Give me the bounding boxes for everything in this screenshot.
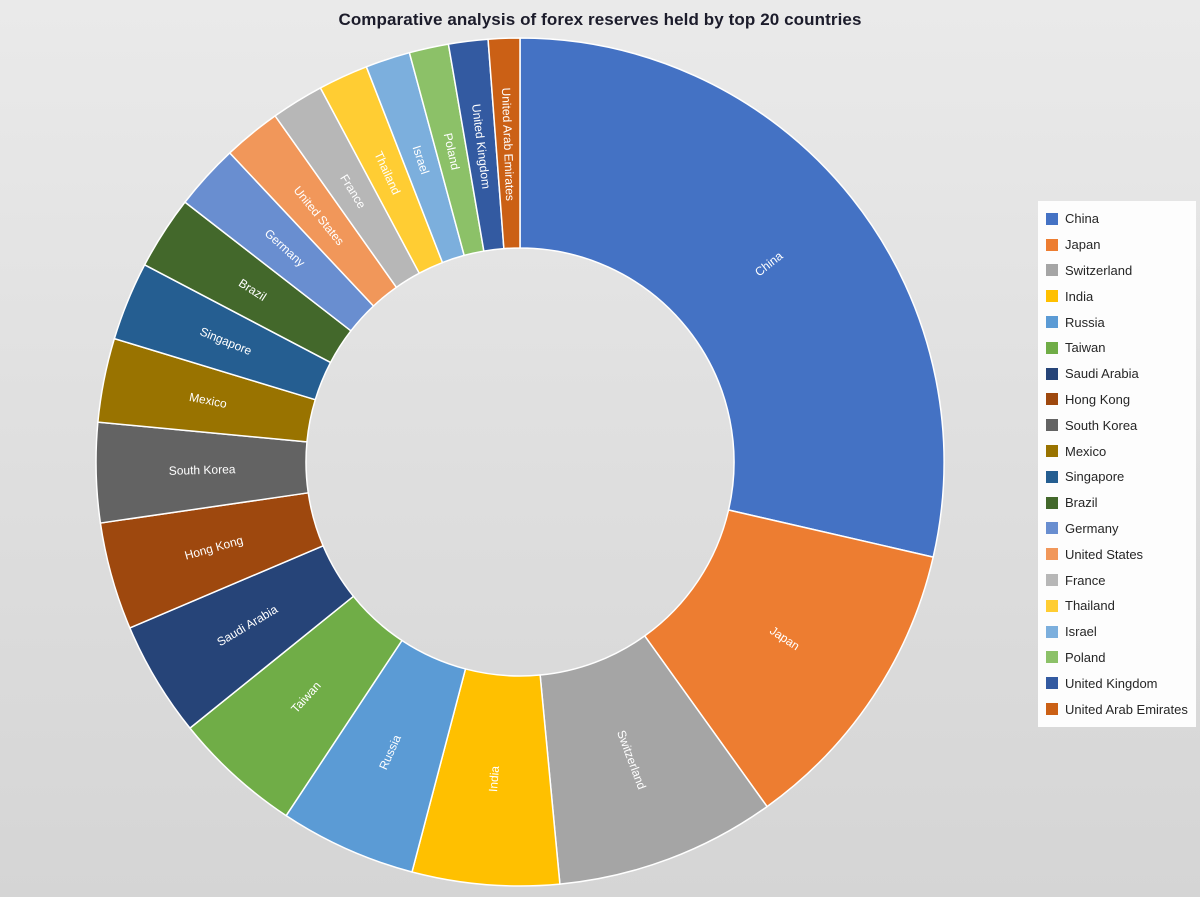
legend-swatch	[1046, 703, 1058, 716]
legend-label: Israel	[1065, 624, 1097, 640]
legend-swatch	[1046, 470, 1058, 483]
legend-label: India	[1065, 288, 1094, 304]
legend-swatch	[1046, 445, 1058, 458]
legend-item: United Arab Emirates	[1046, 699, 1188, 719]
legend-label: Switzerland	[1065, 262, 1133, 278]
legend-label: United Arab Emirates	[1065, 701, 1188, 717]
legend-swatch	[1046, 290, 1058, 303]
legend-label: Singapore	[1065, 469, 1125, 485]
legend-item: China	[1046, 209, 1188, 229]
legend-label: Hong Kong	[1065, 391, 1131, 407]
legend-swatch	[1046, 548, 1058, 561]
legend-label: France	[1065, 572, 1106, 588]
legend-label: Brazil	[1065, 495, 1098, 511]
legend-item: Singapore	[1046, 467, 1188, 487]
chart-legend: China Japan Switzerland India Russia Taiwan Sa…	[1038, 201, 1196, 727]
legend-label: Thailand	[1065, 598, 1115, 614]
legend-item: Mexico	[1046, 441, 1188, 461]
legend-item: South Korea	[1046, 415, 1188, 435]
legend-item: Russia	[1046, 312, 1188, 332]
legend-swatch	[1046, 393, 1058, 406]
legend-item: Germany	[1046, 518, 1188, 538]
legend-item: United Kingdom	[1046, 673, 1188, 693]
legend-swatch	[1046, 677, 1058, 690]
pie-slice	[643, 509, 934, 808]
legend-item: France	[1046, 570, 1188, 590]
legend-swatch	[1046, 367, 1058, 380]
legend-swatch	[1046, 316, 1058, 329]
legend-item: Hong Kong	[1046, 389, 1188, 409]
legend-swatch	[1046, 264, 1058, 277]
legend-item: Japan	[1046, 235, 1188, 255]
legend-label: Mexico	[1065, 443, 1107, 459]
legend-item: Israel	[1046, 622, 1188, 642]
pie-slice	[487, 37, 521, 250]
legend-swatch	[1046, 651, 1058, 664]
legend-label: Taiwan	[1065, 340, 1106, 356]
legend-item: Thailand	[1046, 596, 1188, 616]
legend-label: Poland	[1065, 649, 1106, 665]
legend-label: Saudi Arabia	[1065, 366, 1139, 382]
legend-label: Russia	[1065, 314, 1105, 330]
legend-swatch	[1046, 522, 1058, 535]
legend-swatch	[1046, 212, 1058, 225]
legend-swatch	[1046, 238, 1058, 251]
legend-item: Brazil	[1046, 493, 1188, 513]
legend-item: Taiwan	[1046, 338, 1188, 358]
legend-item: India	[1046, 286, 1188, 306]
legend-swatch	[1046, 599, 1058, 612]
legend-swatch	[1046, 341, 1058, 354]
legend-swatch	[1046, 574, 1058, 587]
legend-label: United Kingdom	[1065, 675, 1158, 691]
legend-swatch	[1046, 419, 1058, 432]
legend-swatch	[1046, 496, 1058, 509]
chart-title: Comparative analysis of forex reserves h…	[338, 10, 862, 29]
pie-slice	[519, 37, 945, 558]
legend-label: China	[1065, 211, 1099, 227]
legend-label: United States	[1065, 546, 1144, 562]
legend-item: Saudi Arabia	[1046, 364, 1188, 384]
legend-label: South Korea	[1065, 417, 1138, 433]
legend-swatch	[1046, 625, 1058, 638]
legend-label: Japan	[1065, 237, 1101, 253]
legend-item: United States	[1046, 544, 1188, 564]
legend-label: Germany	[1065, 520, 1119, 536]
legend-item: Switzerland	[1046, 260, 1188, 280]
legend-item: Poland	[1046, 647, 1188, 667]
